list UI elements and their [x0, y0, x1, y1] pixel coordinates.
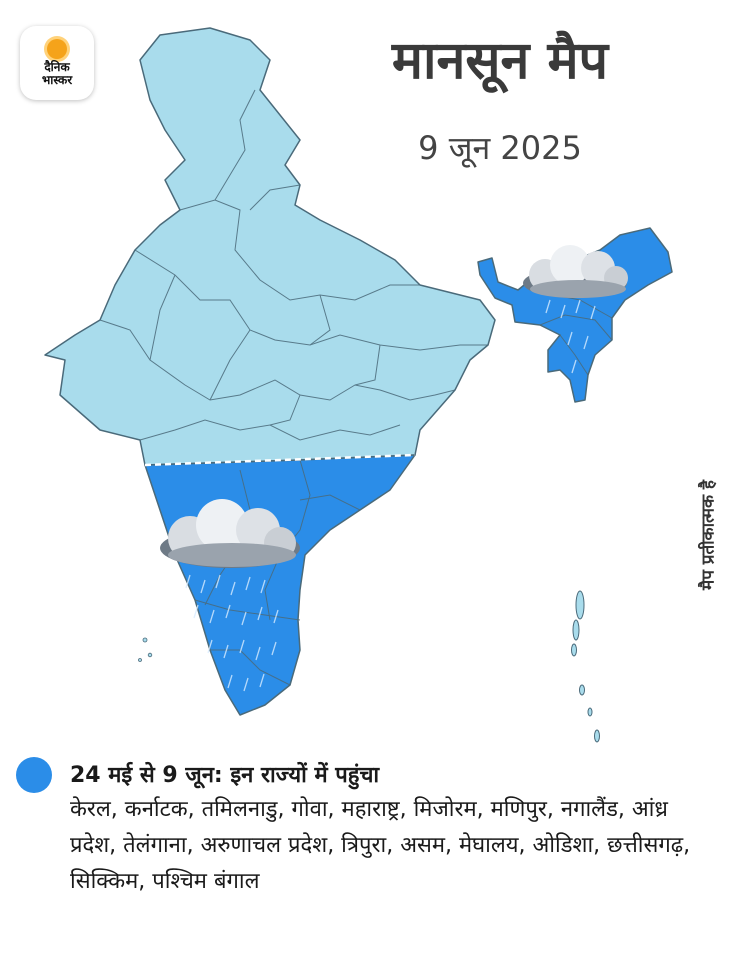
- logo-text-line1: दैनिक: [44, 60, 70, 74]
- state-borders: [99, 89, 613, 686]
- sun-icon: [47, 39, 67, 59]
- rain-streaks-northeast: [545, 299, 596, 374]
- region-not-covered: [44, 27, 496, 466]
- dainik-bhaskar-logo: दैनिक भास्कर: [20, 26, 94, 100]
- map-date: 9 जून 2025: [418, 129, 582, 167]
- monsoon-line: [144, 453, 416, 467]
- rain-cloud-icon: [523, 245, 628, 298]
- legend-heading: 24 मई से 9 जून: इन राज्यों में पहुंचा: [70, 763, 380, 788]
- rain-streaks-south: [185, 574, 279, 692]
- region-covered-south: [144, 454, 416, 716]
- legend-color-dot: [16, 757, 52, 793]
- andaman-nicobar-islands: [571, 590, 600, 743]
- rain-cloud-icon: [160, 499, 300, 568]
- lakshadweep-islands: [138, 637, 153, 662]
- symbolic-map-note: मैप प्रतीकात्मक है: [698, 480, 719, 590]
- logo-text-line2: भास्कर: [41, 73, 73, 87]
- map-title: मानसून मैप: [391, 31, 609, 91]
- legend-states-list: केरल, कर्नाटक, तमिलनाडु, गोवा, महाराष्ट्…: [70, 797, 691, 894]
